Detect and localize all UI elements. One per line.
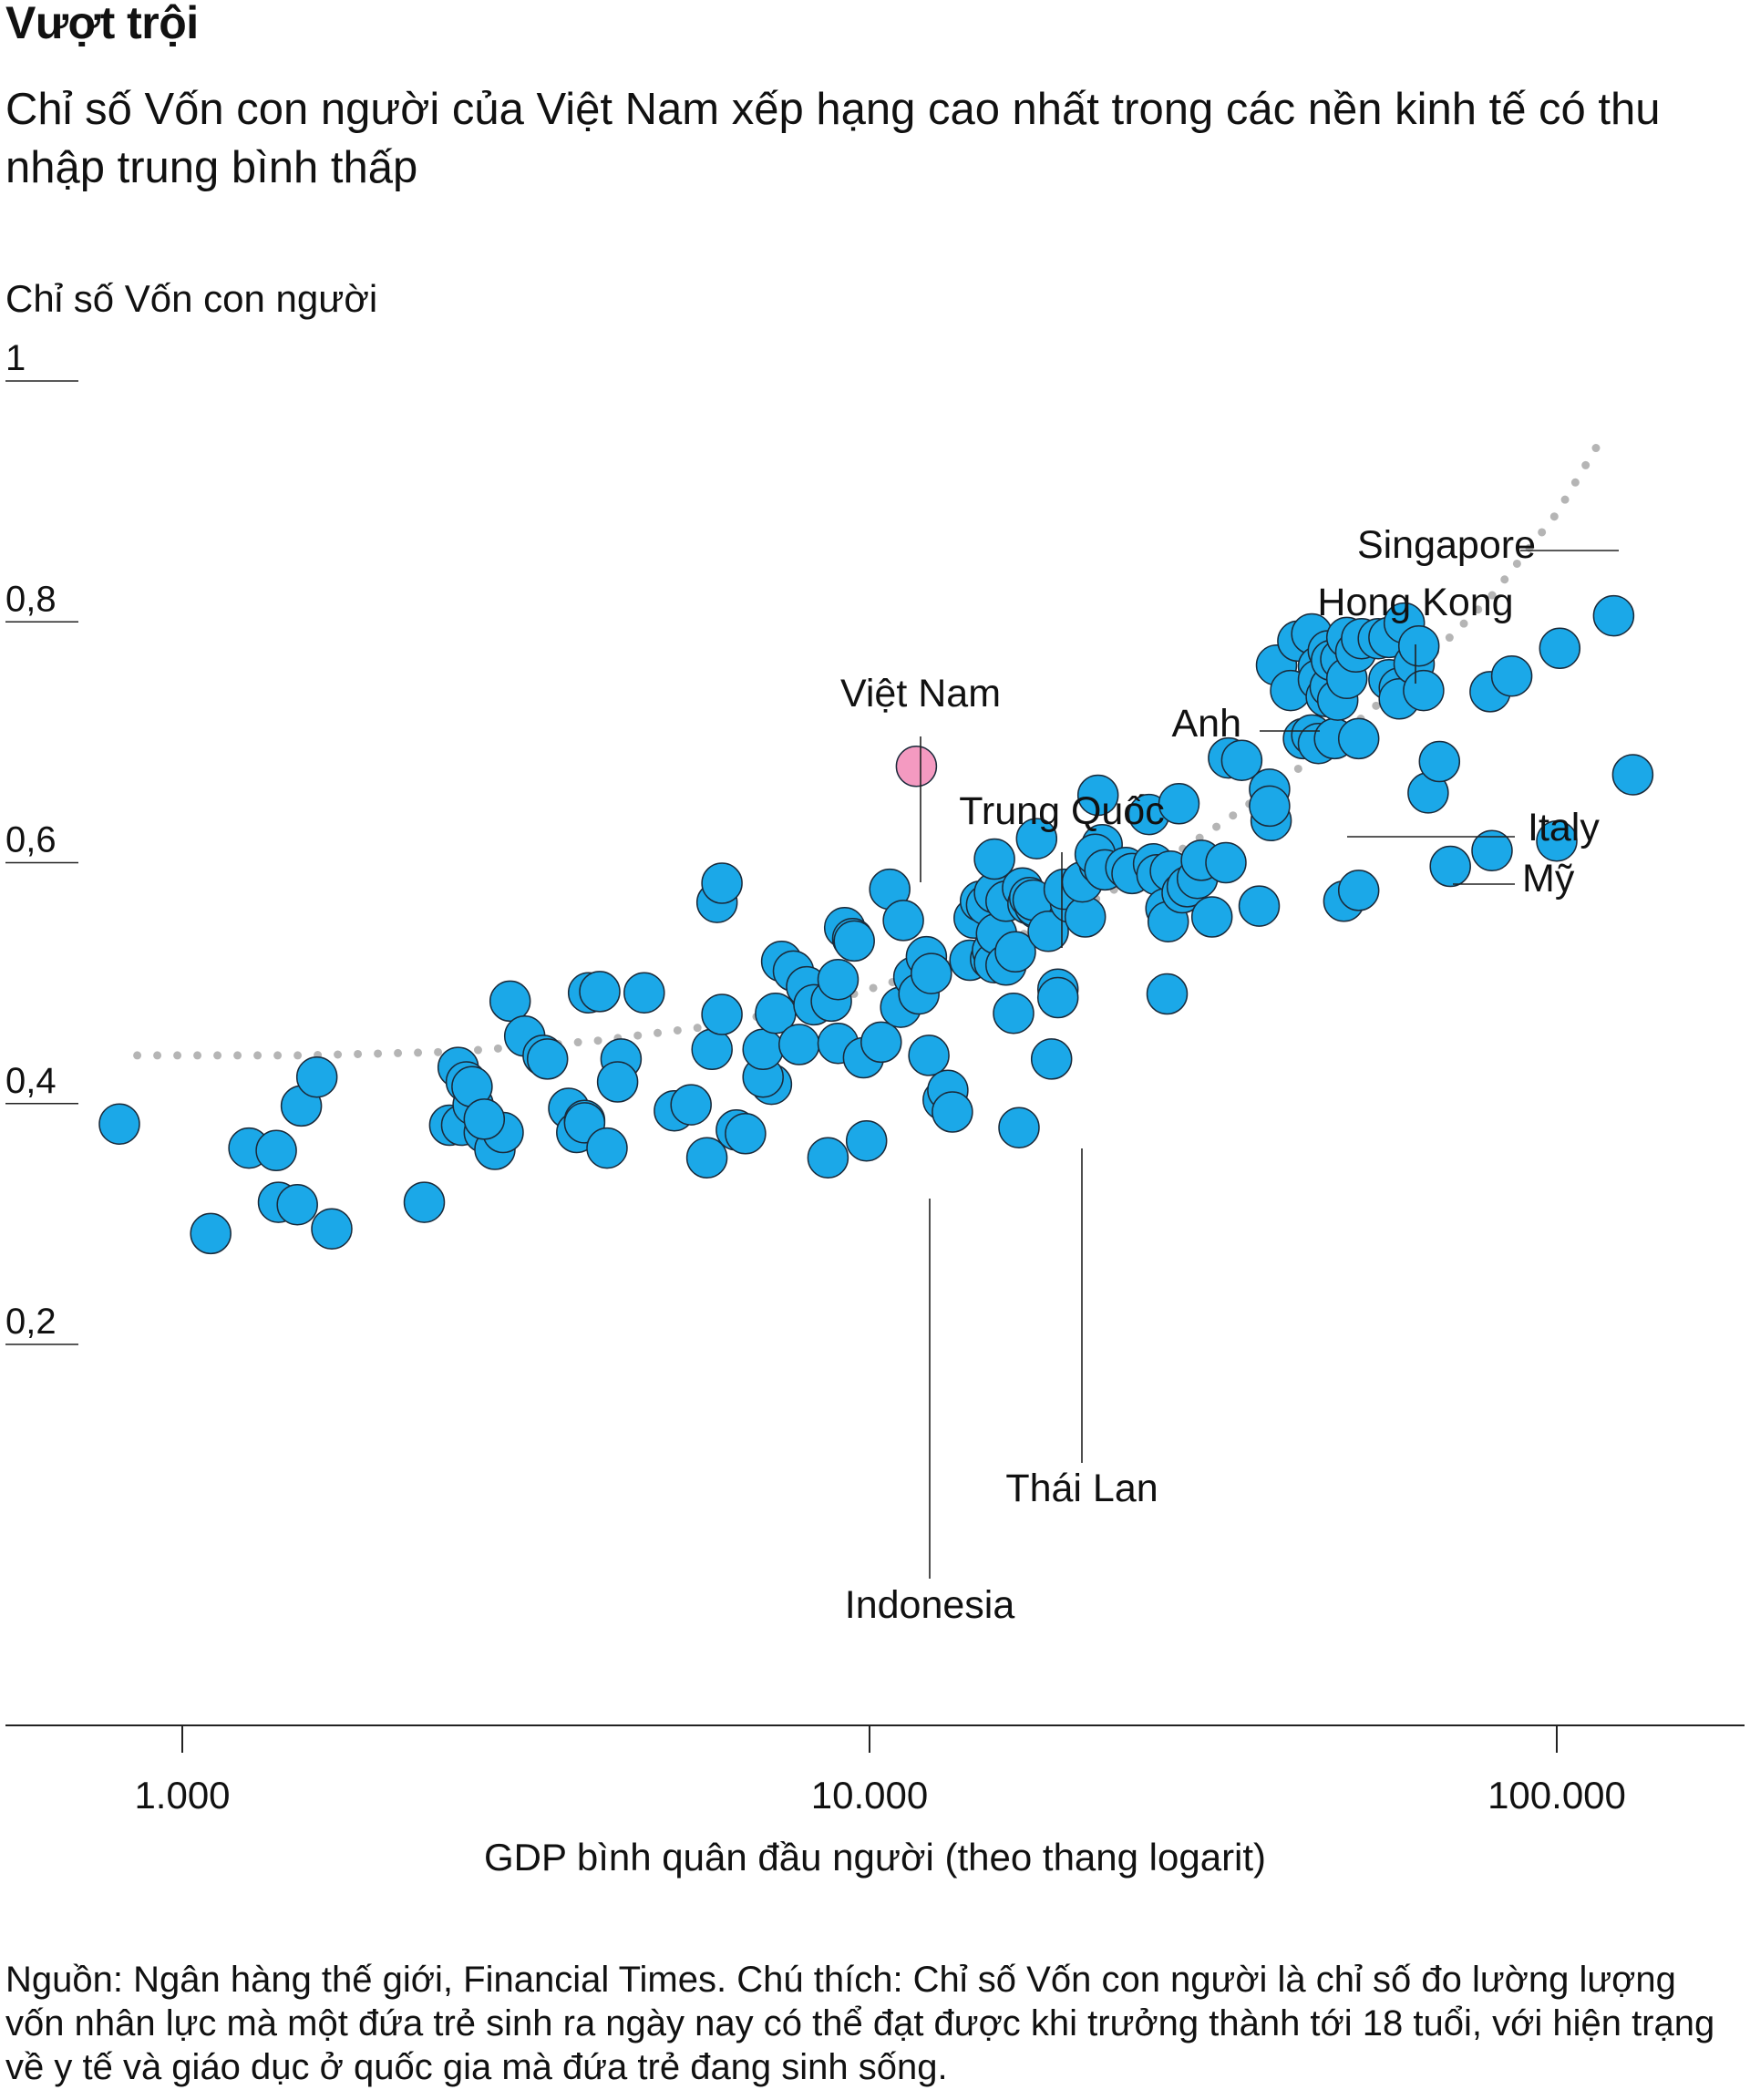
data-point (742, 1028, 784, 1071)
data-point (1205, 841, 1247, 884)
country-label: Mỹ (1522, 857, 1575, 901)
data-point (807, 1137, 849, 1179)
data-point (295, 1055, 338, 1098)
chart-subtitle: Chỉ số Vốn con người của Việt Nam xếp hạ… (5, 85, 1661, 192)
data-point (98, 1103, 140, 1145)
country-labels: Singapore Hong Kong Anh Việt Nam Trung Quốc I… (840, 523, 1619, 1627)
data-points (98, 594, 1654, 1255)
x-axis-label: GDP bình quân đầu người (theo thang loga… (484, 1836, 1266, 1879)
data-point (311, 1208, 353, 1250)
data-point (1592, 594, 1635, 637)
country-label: Singapore (1357, 523, 1536, 567)
x-axis: 1.000 10.000 100.000 (5, 1724, 1745, 1817)
country-label: Thái Lan (1005, 1467, 1158, 1510)
data-point (932, 1091, 973, 1133)
data-point (998, 1107, 1040, 1148)
data-point (1536, 819, 1578, 862)
data-point (845, 1119, 888, 1162)
data-point (1015, 818, 1058, 860)
data-point (994, 931, 1036, 973)
y-tick-label: 1 (5, 338, 26, 378)
data-point (1238, 885, 1281, 927)
data-point (701, 993, 743, 1035)
data-point (1036, 976, 1079, 1019)
data-point (1397, 624, 1440, 667)
data-point (1403, 669, 1445, 712)
country-label: Anh (1171, 702, 1241, 746)
data-point (1030, 1038, 1073, 1080)
data-point (586, 1127, 628, 1169)
country-label: Indonesia (845, 1583, 1015, 1627)
data-point (463, 1098, 506, 1140)
country-label: Italy (1528, 806, 1600, 849)
data-point (1190, 896, 1233, 938)
data-point (685, 1137, 728, 1179)
y-tick-label: 0,6 (5, 820, 57, 860)
chart-title: Vượt trội (5, 0, 199, 48)
data-point (623, 972, 665, 1014)
data-point (1337, 870, 1380, 911)
data-point (403, 1181, 446, 1223)
data-point (691, 1028, 733, 1071)
data-point (596, 1061, 639, 1103)
data-point (1337, 717, 1380, 760)
y-tick-label: 0,4 (5, 1061, 57, 1101)
data-point (276, 1183, 318, 1226)
data-point (489, 980, 531, 1023)
data-point (1418, 740, 1461, 783)
data-point (908, 1035, 950, 1076)
y-axis-label: Chỉ số Vốn con người (5, 277, 378, 320)
data-point (670, 1084, 712, 1126)
country-label: Trung Quốc (959, 789, 1164, 833)
data-point (190, 1212, 232, 1255)
x-tick-label: 100.000 (1488, 1774, 1626, 1817)
data-point (1429, 845, 1471, 888)
country-label: Hong Kong (1317, 581, 1513, 624)
y-axis-ticks: 1 0,8 0,6 0,4 0,2 (5, 338, 78, 1345)
data-point (1539, 627, 1581, 670)
data-point (817, 958, 860, 1001)
data-point (1064, 896, 1107, 938)
data-point (1490, 654, 1533, 697)
source-note: Nguồn: Ngân hàng thế giới, Financial Tim… (5, 1960, 1715, 2087)
data-point (993, 992, 1035, 1035)
data-point (579, 971, 621, 1013)
data-point (1471, 829, 1513, 872)
data-point (725, 1113, 767, 1155)
data-point (973, 838, 1015, 880)
data-point (1076, 774, 1119, 817)
data-point (882, 900, 924, 942)
data-point (1027, 911, 1069, 952)
data-point (778, 1024, 820, 1065)
data-point (911, 952, 952, 994)
data-point (701, 862, 743, 904)
data-point (1220, 739, 1263, 781)
data-point (1249, 785, 1291, 828)
country-label: Việt Nam (840, 672, 1001, 715)
data-point-highlight (895, 746, 938, 788)
scatter-chart: 1 0,8 0,6 0,4 0,2 1.000 10.000 100.000 Singapo… (5, 338, 1745, 1879)
y-tick-label: 0,8 (5, 579, 57, 619)
data-point (526, 1038, 569, 1080)
x-tick-label: 1.000 (134, 1774, 230, 1817)
data-point (1158, 783, 1200, 825)
data-point (860, 1021, 902, 1064)
x-tick-label: 10.000 (811, 1774, 928, 1817)
data-point (255, 1129, 297, 1172)
data-point (1611, 754, 1654, 796)
y-tick-label: 0,2 (5, 1302, 57, 1342)
data-point (833, 920, 875, 962)
data-point (1146, 973, 1189, 1015)
